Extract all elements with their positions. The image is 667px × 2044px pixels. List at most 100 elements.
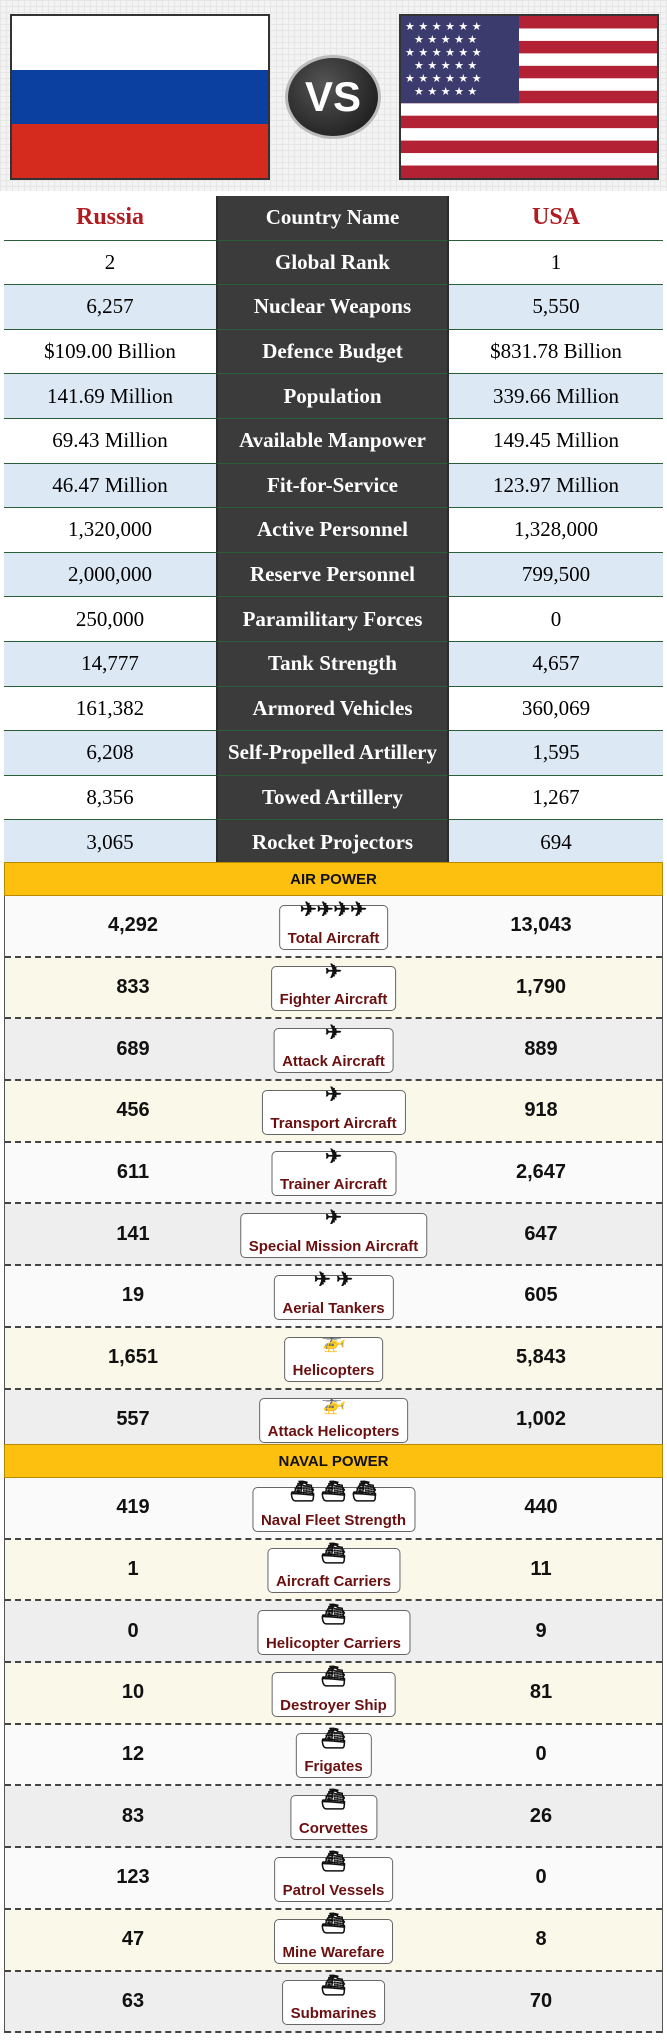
stat-label: Nuclear Weapons — [216, 285, 449, 330]
value-usa: 647 — [524, 1222, 558, 1245]
svg-text:★ ★ ★ ★ ★: ★ ★ ★ ★ ★ — [414, 33, 477, 46]
stat-label: Self-Propelled Artillery — [216, 731, 449, 776]
value-russia: 833 — [116, 976, 150, 999]
air-row: 557 Attack Helicopters 🚁 1,002 — [5, 1389, 662, 1452]
naval-power-list: 419 Naval Fleet Strength ⛴ ⛴ ⛴ 440 1 Aircraft… — [4, 1478, 663, 2034]
ship-icon: ⛴ — [320, 1974, 347, 1997]
stat-value-russia: 69.43 Million — [4, 418, 216, 464]
stat-value-usa: 360,069 — [449, 686, 663, 732]
stats-row: 250,000 Paramilitary Forces 0 — [4, 597, 663, 642]
stats-table: Russia Country Name USA 2 Global Rank 1 6,2… — [4, 196, 663, 865]
air-row: 19 Aerial Tankers ✈ ✈ 605 — [5, 1266, 662, 1328]
naval-row: 83 Corvettes ⛴ 26 — [5, 1786, 662, 1849]
stat-value-russia: 141.69 Million — [4, 374, 216, 419]
stat-value-usa: 5,550 — [449, 285, 663, 330]
stats-row: $109.00 Billion Defence Budget $831.78 Bil… — [4, 329, 663, 375]
stat-label: Tank Strength — [216, 641, 449, 687]
value-russia: 1,651 — [107, 1346, 159, 1369]
category-label: Patrol Vessels — [273, 1856, 394, 1902]
stat-label: Global Rank — [216, 240, 449, 286]
value-usa: 0 — [535, 1866, 547, 1889]
stats-row: 6,257 Nuclear Weapons 5,550 — [4, 285, 663, 330]
ship-icon: ⛴ ⛴ ⛴ — [289, 1481, 378, 1503]
naval-row: 419 Naval Fleet Strength ⛴ ⛴ ⛴ 440 — [5, 1478, 662, 1540]
naval-power-title: NAVAL POWER — [4, 1444, 663, 1478]
value-russia: 0 — [127, 1619, 139, 1642]
category-label: Destroyer Ship — [271, 1671, 396, 1717]
category-label: Total Aircraft — [278, 904, 389, 950]
stats-header-row: Russia Country Name USA — [4, 196, 663, 241]
category-label: Trainer Aircraft — [271, 1151, 396, 1197]
category-label: Aircraft Carriers — [266, 1548, 401, 1594]
value-usa: 81 — [529, 1681, 553, 1704]
category-label: Aerial Tankers — [273, 1274, 394, 1320]
naval-row: 10 Destroyer Ship ⛴ 81 — [5, 1663, 662, 1725]
stat-label: Rocket Projectors — [216, 820, 449, 865]
stat-value-russia: 46.47 Million — [4, 463, 216, 509]
category-label: Helicopter Carriers — [256, 1610, 411, 1656]
value-russia: 47 — [121, 1928, 145, 1951]
stat-value-russia: 3,065 — [4, 820, 216, 865]
aircraft-icon: ✈ — [325, 1145, 342, 1168]
value-russia: 10 — [121, 1681, 145, 1704]
air-row: 689 Attack Aircraft ✈ 889 — [5, 1019, 662, 1082]
aircraft-icon: 🚁 — [321, 1330, 346, 1353]
stats-row: 161,382 Armored Vehicles 360,069 — [4, 686, 663, 732]
air-row: 456 Transport Aircraft ✈ 918 — [5, 1081, 662, 1143]
air-row: 1,651 Helicopters 🚁 5,843 — [5, 1327, 662, 1390]
value-russia: 611 — [116, 1161, 150, 1184]
stats-row: 3,065 Rocket Projectors 694 — [4, 820, 663, 865]
stats-row: 8,356 Towed Artillery 1,267 — [4, 775, 663, 821]
value-russia: 456 — [116, 1099, 150, 1122]
stat-value-russia: 6,208 — [4, 731, 216, 776]
value-russia: 689 — [116, 1037, 150, 1060]
stat-value-usa: 4,657 — [449, 641, 663, 687]
ship-icon: ⛴ — [320, 1912, 347, 1935]
category-label: Fighter Aircraft — [270, 966, 397, 1012]
stats-row: 1,320,000 Active Personnel 1,328,000 — [4, 508, 663, 553]
stat-value-russia: 250,000 — [4, 597, 216, 642]
stat-value-russia: 1,320,000 — [4, 508, 216, 553]
stat-label: Reserve Personnel — [216, 552, 449, 598]
stats-row: 2,000,000 Reserve Personnel 799,500 — [4, 552, 663, 598]
stat-label: Armored Vehicles — [216, 686, 449, 732]
category-label: Corvettes — [289, 1795, 378, 1841]
category-label: Attack Helicopters — [258, 1398, 409, 1444]
air-row: 833 Fighter Aircraft ✈ 1,790 — [5, 957, 662, 1020]
stats-row: 14,777 Tank Strength 4,657 — [4, 641, 663, 687]
aircraft-icon: ✈ ✈ — [313, 1269, 354, 1292]
stats-row: 46.47 Million Fit-for-Service 123.97 Milli… — [4, 463, 663, 509]
stat-value-usa: 694 — [449, 820, 663, 865]
stat-value-usa: 123.97 Million — [449, 463, 663, 509]
value-usa: 1,790 — [515, 976, 567, 999]
air-power-title: AIR POWER — [4, 862, 663, 896]
value-usa: 918 — [524, 1099, 558, 1122]
aircraft-icon: ✈ — [325, 960, 342, 983]
value-usa: 9 — [535, 1619, 547, 1642]
stats-row: 2 Global Rank 1 — [4, 240, 663, 286]
value-russia: 19 — [121, 1284, 145, 1307]
vs-badge: VS — [285, 55, 381, 139]
stat-value-russia: 161,382 — [4, 686, 216, 732]
stat-value-russia: 14,777 — [4, 641, 216, 687]
value-russia: 557 — [116, 1407, 150, 1430]
stat-label: Available Manpower — [216, 418, 449, 464]
category-label: Submarines — [281, 1980, 386, 2026]
ship-icon: ⛴ — [320, 1789, 347, 1812]
stat-label: Country Name — [216, 196, 449, 241]
category-label: Transport Aircraft — [261, 1089, 406, 1135]
svg-text:★ ★ ★ ★ ★ ★: ★ ★ ★ ★ ★ ★ — [405, 20, 482, 33]
stat-value-usa: 339.66 Million — [449, 374, 663, 419]
value-usa: 605 — [524, 1284, 558, 1307]
stat-label: Active Personnel — [216, 508, 449, 553]
value-russia: 141 — [116, 1222, 150, 1245]
stat-value-usa: 1,328,000 — [449, 508, 663, 553]
value-usa: 26 — [529, 1804, 553, 1827]
stat-value-russia: $109.00 Billion — [4, 329, 216, 375]
category-label: Mine Warefare — [273, 1918, 394, 1964]
category-label: Frigates — [295, 1733, 372, 1779]
stat-label: Population — [216, 374, 449, 419]
value-usa: 11 — [530, 1558, 552, 1581]
svg-text:★ ★ ★ ★ ★: ★ ★ ★ ★ ★ — [414, 85, 477, 98]
stat-value-usa: 149.45 Million — [449, 418, 663, 464]
